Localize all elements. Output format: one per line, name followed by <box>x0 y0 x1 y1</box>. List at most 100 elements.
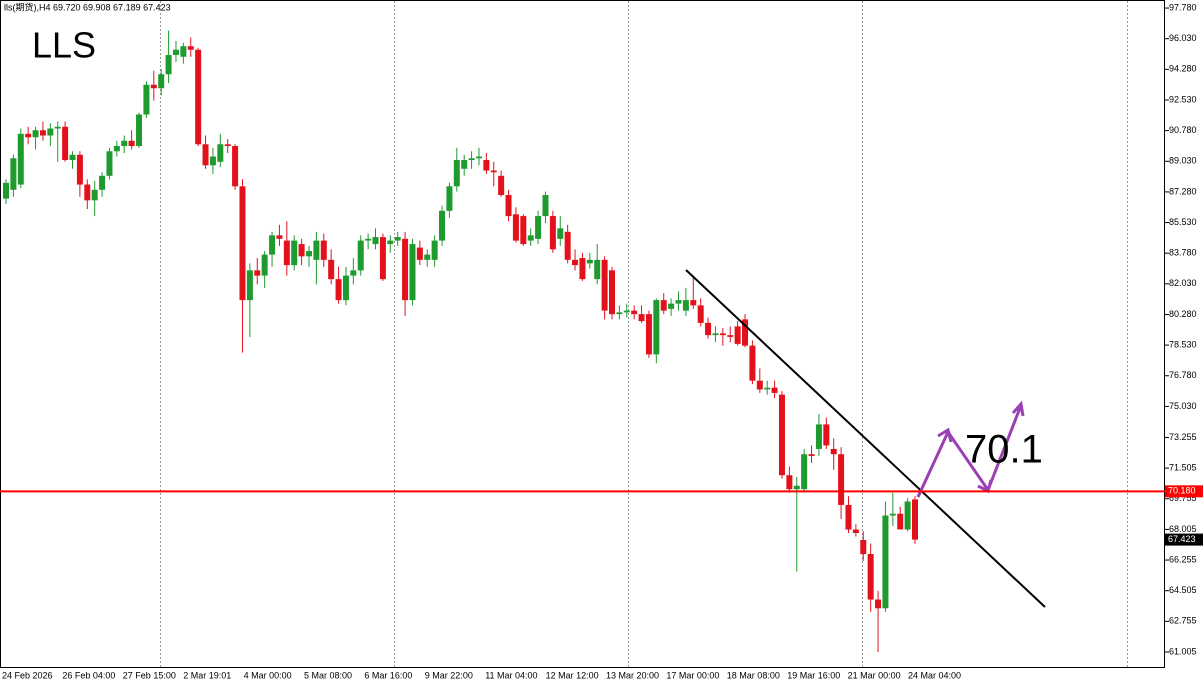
candle-body <box>631 310 638 315</box>
candle-body <box>269 235 276 255</box>
y-tick-label: 76.780 <box>1169 370 1197 380</box>
candle-body <box>54 126 61 129</box>
y-tick-label: 80.280 <box>1169 309 1197 319</box>
candle-body <box>601 259 608 311</box>
forecast-path <box>916 407 1022 498</box>
candle-body <box>187 46 194 50</box>
candle-body <box>468 158 475 161</box>
y-tick-label: 78.530 <box>1169 339 1197 349</box>
candle-body <box>808 454 815 456</box>
candle-body <box>136 114 143 147</box>
candle-body <box>860 540 867 555</box>
candle-body <box>328 259 335 280</box>
candle-body <box>778 394 785 476</box>
candle-body <box>431 240 438 260</box>
candle-body <box>217 144 224 162</box>
y-tick-label: 62.755 <box>1169 616 1197 626</box>
candle-body <box>594 259 601 280</box>
candle-body <box>180 46 187 57</box>
candle-body <box>224 144 231 147</box>
candle-body <box>47 128 54 136</box>
candle-body <box>867 554 874 600</box>
x-tick-label: 17 Mar 00:00 <box>666 670 719 680</box>
candle-body <box>756 380 763 390</box>
x-tick-label: 19 Mar 16:00 <box>787 670 840 680</box>
y-tick-label: 87.280 <box>1169 186 1197 196</box>
candle-body <box>91 189 98 201</box>
candle-body <box>62 126 69 161</box>
candle-body <box>409 244 416 301</box>
candle-body <box>143 84 150 115</box>
candle-body <box>350 270 357 276</box>
candle-body <box>712 333 719 336</box>
candle-body <box>17 133 24 185</box>
candle-body <box>764 387 771 390</box>
y-tick-label: 82.030 <box>1169 278 1197 288</box>
candle-body <box>313 240 320 260</box>
candle-body <box>719 333 726 336</box>
candle-body <box>113 146 120 152</box>
chart-title: LLS <box>32 25 96 66</box>
candle-body <box>675 300 682 304</box>
x-tick-label: 2 Mar 19:01 <box>183 670 231 680</box>
candle-body <box>291 240 298 266</box>
candle-body <box>402 238 409 301</box>
candle-body <box>121 140 128 147</box>
candle-body <box>379 237 386 280</box>
candle-body <box>246 270 253 301</box>
candle-body <box>165 54 172 75</box>
candle-body <box>254 270 261 276</box>
x-tick-label: 9 Mar 22:00 <box>425 670 473 680</box>
candle-body <box>852 529 859 533</box>
candle-body <box>727 335 734 337</box>
x-tick-label: 11 Mar 04:00 <box>485 670 537 680</box>
candle-body <box>830 448 837 455</box>
candle-body <box>771 387 778 393</box>
candle-body <box>261 254 268 276</box>
candle-body <box>483 160 490 171</box>
candle-body <box>209 156 216 166</box>
candle-body <box>276 235 283 239</box>
candle-body <box>882 515 889 609</box>
y-tick-label: 85.530 <box>1169 217 1197 227</box>
candle-body <box>39 130 46 136</box>
y-tick-label: 73.255 <box>1169 432 1197 442</box>
plot-frame <box>0 0 1165 668</box>
y-tick-label: 96.030 <box>1169 33 1197 43</box>
candle-body <box>195 49 202 145</box>
x-tick-label: 24 Mar 04:00 <box>908 670 961 680</box>
candle-body <box>749 345 756 381</box>
candle-body <box>623 310 630 313</box>
candle-body <box>365 238 372 241</box>
x-tick-label: 13 Mar 20:00 <box>606 670 659 680</box>
y-tick-label: 69.755 <box>1169 493 1197 503</box>
candle-body <box>904 501 911 530</box>
candle-body <box>520 216 527 245</box>
y-tick-label: 61.005 <box>1169 646 1197 656</box>
candle-body <box>475 156 482 159</box>
candle-body <box>25 133 32 138</box>
candle-body <box>845 504 852 530</box>
candle-body <box>69 154 76 161</box>
x-tick-label: 4 Mar 00:00 <box>244 670 292 680</box>
candle-body <box>564 231 571 260</box>
candle-body <box>653 300 660 355</box>
candle-body <box>158 74 165 89</box>
y-tick-label: 90.780 <box>1169 125 1197 135</box>
candle-body <box>823 424 830 446</box>
candle-body <box>572 259 579 266</box>
x-tick-label: 6 Mar 16:00 <box>364 670 412 680</box>
candle-body <box>609 270 615 315</box>
candles <box>3 30 918 653</box>
chart-header: lls(期货),H4 69.720 69.908 67.189 67.423 <box>4 1 171 12</box>
last-price-label: 67.423 <box>1168 534 1196 544</box>
candle-body <box>638 314 645 322</box>
y-tick-label: 75.030 <box>1169 401 1197 411</box>
y-tick-label: 66.255 <box>1169 554 1197 564</box>
trend-line <box>685 269 1046 608</box>
arrow-head <box>1011 400 1025 417</box>
candle-body <box>668 303 675 309</box>
candle-body <box>742 319 749 346</box>
candle-body <box>912 499 918 540</box>
candle-body <box>542 195 549 217</box>
